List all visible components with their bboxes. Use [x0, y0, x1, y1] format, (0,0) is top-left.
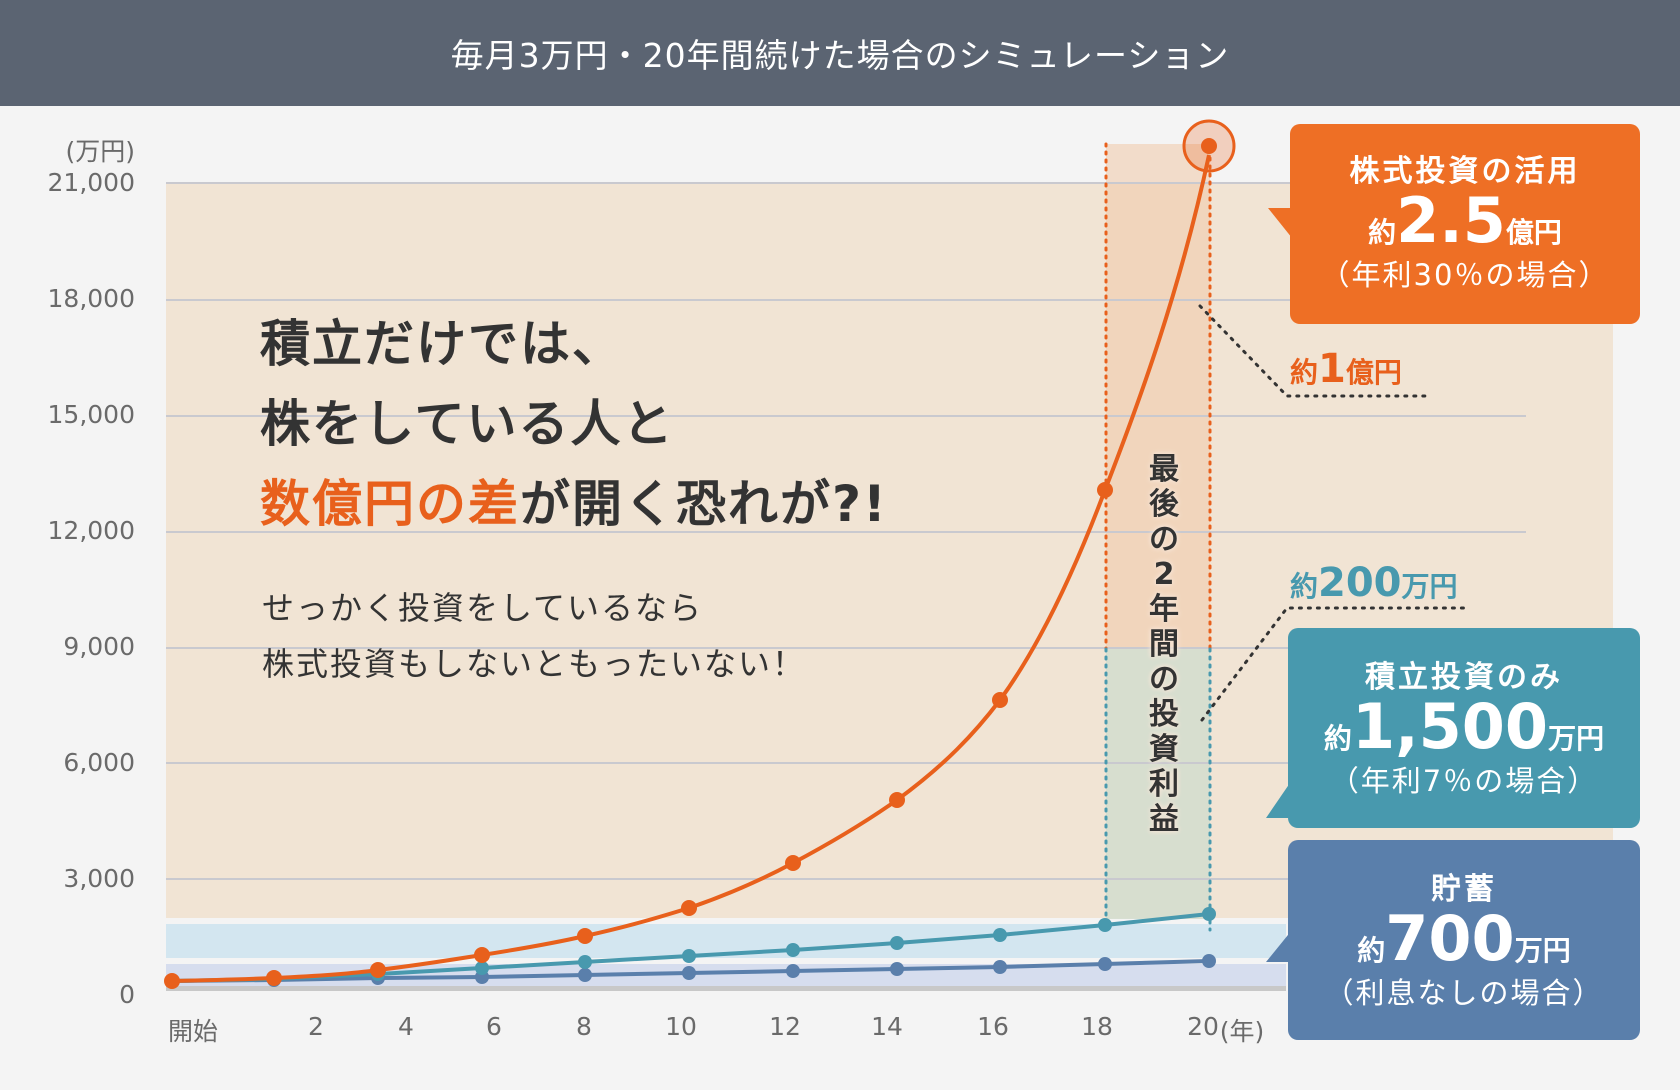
headline-line-1: 積立だけでは、 — [260, 315, 624, 373]
callout-tsumitate: 積立投資のみ 約1,500万円 （年利7％の場合） — [1288, 628, 1640, 828]
y-tick-9000: 9,000 — [63, 632, 135, 661]
subtext-line-1: せっかく投資をしているなら — [262, 589, 704, 627]
headline: 積立だけでは、 株をしている人と 数億円の差が開く恐れが?! — [260, 304, 888, 544]
callout-savings-title: 貯蓄 — [1431, 872, 1497, 907]
callout-stock-value: 約2.5億円 — [1368, 184, 1562, 257]
callout-stock-title: 株式投資の活用 — [1349, 154, 1581, 189]
callout-tsumitate-condition: （年利7％の場合） — [1329, 764, 1599, 798]
x-tick-4: 4 — [398, 1012, 414, 1041]
x-tick-18: 18 — [1081, 1012, 1113, 1041]
x-axis-line — [166, 986, 1286, 991]
y-tick-12000: 12,000 — [47, 516, 135, 545]
callout-savings-value: 約700万円 — [1357, 902, 1571, 975]
y-tick-15000: 15,000 — [47, 400, 135, 429]
x-tick-2: 2 — [308, 1012, 324, 1041]
x-tick-10: 10 — [665, 1012, 697, 1041]
y-tick-0: 0 — [119, 980, 135, 1009]
headline-line-2: 株をしている人と — [260, 395, 675, 453]
x-tick-20: 20 — [1187, 1012, 1219, 1041]
y-tick-21000: 21,000 — [47, 168, 135, 197]
callout-savings-condition: （利息なしの場合） — [1324, 976, 1604, 1010]
header-bar: 毎月3万円・20年間続けた場合のシミュレーション — [0, 0, 1680, 106]
callout-tsumitate-title: 積立投資のみ — [1365, 660, 1563, 695]
last-two-years-label: 最後の2年間の投資利益 — [1149, 452, 1179, 837]
callout-stock-condition: （年利30％の場合） — [1320, 258, 1610, 292]
series-stock-points — [164, 138, 1217, 989]
subtext-line-2: 株式投資もしないともったいない！ — [262, 645, 807, 683]
note-stock-gain: 約1億円 — [1290, 346, 1402, 392]
page-title: 毎月3万円・20年間続けた場合のシミュレーション — [450, 36, 1230, 75]
callout-savings-tail — [1266, 930, 1292, 962]
y-tick-3000: 3,000 — [63, 864, 135, 893]
x-tick-12: 12 — [769, 1012, 801, 1041]
x-tick-8: 8 — [576, 1012, 592, 1041]
leader-line-tsumitate-gain — [1200, 606, 1472, 722]
final-value-highlight-ring — [1182, 119, 1236, 173]
x-axis-unit: (年) — [1219, 1017, 1265, 1046]
headline-rest: が開く恐れが?! — [520, 475, 888, 533]
callout-tsumitate-tail — [1266, 780, 1292, 818]
y-axis-unit: (万円) — [65, 137, 135, 166]
note-tsumitate-gain: 約200万円 — [1290, 560, 1458, 606]
headline-line-3: 数億円の差が開く恐れが?! — [260, 464, 888, 544]
x-tick-6: 6 — [486, 1012, 502, 1041]
x-tick-14: 14 — [871, 1012, 903, 1041]
callout-stock: 株式投資の活用 約2.5億円 （年利30％の場合） — [1290, 124, 1640, 324]
y-tick-6000: 6,000 — [63, 748, 135, 777]
subtext: せっかく投資をしているなら 株式投資もしないともったいない！ — [262, 580, 806, 692]
highlight-tsumitate-gain — [1106, 649, 1210, 919]
callout-stock-tail — [1268, 208, 1292, 238]
leader-line-stock-gain — [1198, 304, 1427, 398]
headline-accent: 数億円の差 — [260, 475, 520, 533]
callout-tsumitate-value: 約1,500万円 — [1323, 690, 1605, 763]
x-tick-start: 開始 — [167, 1017, 219, 1046]
x-tick-16: 16 — [977, 1012, 1009, 1041]
y-tick-18000: 18,000 — [47, 284, 135, 313]
callout-savings: 貯蓄 約700万円 （利息なしの場合） — [1288, 840, 1640, 1040]
